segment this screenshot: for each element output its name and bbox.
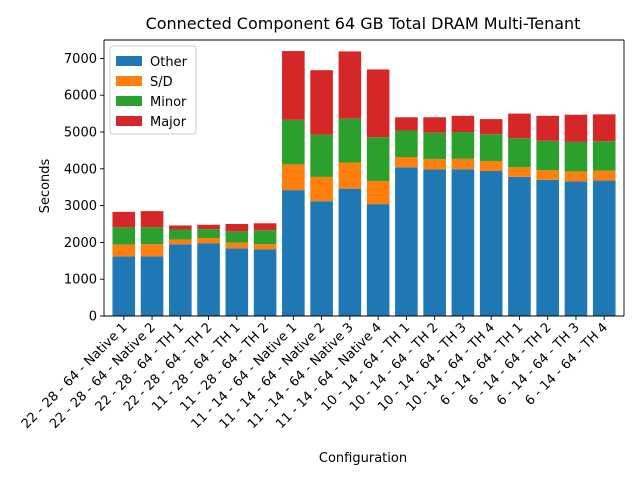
bar-minor-9: [366, 137, 390, 181]
bar-other-8: [338, 188, 362, 316]
bar-other-1: [140, 256, 164, 316]
bar-minor-14: [508, 138, 531, 168]
bar-major-15: [536, 115, 559, 141]
bar-major-6: [282, 51, 305, 120]
bar-minor-4: [225, 231, 249, 243]
bar-other-12: [451, 169, 475, 316]
bar-minor-10: [395, 130, 418, 158]
y-tick-label-6000: 6000: [64, 89, 97, 104]
legend-label-other: Other: [150, 55, 188, 70]
bar-minor-3: [197, 229, 220, 238]
bar-other-4: [225, 248, 249, 316]
bar-s-d-15: [536, 170, 559, 180]
bar-minor-6: [282, 119, 305, 165]
y-tick-label-5000: 5000: [64, 126, 97, 141]
bar-major-5: [253, 223, 277, 231]
bar-other-15: [536, 179, 559, 316]
y-tick-label-2000: 2000: [64, 236, 97, 251]
bar-major-16: [564, 114, 588, 142]
bar-s-d-2: [169, 239, 192, 245]
bar-s-d-6: [282, 164, 305, 191]
bar-s-d-0: [112, 244, 136, 257]
bar-minor-5: [253, 230, 277, 245]
bar-minor-15: [536, 140, 559, 171]
legend-label-s-d: S/D: [150, 75, 173, 90]
bar-major-9: [366, 69, 390, 138]
legend-swatch-other: [116, 56, 142, 66]
y-tick-label-0: 0: [89, 310, 97, 325]
bar-minor-1: [140, 227, 164, 245]
bar-major-3: [197, 224, 220, 230]
bar-major-17: [592, 114, 616, 142]
y-tick-label-4000: 4000: [64, 162, 97, 177]
bars-group: [112, 51, 616, 316]
bar-major-4: [225, 224, 249, 232]
bar-minor-11: [423, 132, 446, 160]
bar-other-9: [366, 204, 390, 316]
bar-other-5: [253, 249, 277, 316]
bar-other-17: [592, 180, 616, 316]
bar-s-d-10: [395, 157, 418, 168]
y-tick-label-3000: 3000: [64, 199, 97, 214]
bar-s-d-9: [366, 180, 390, 205]
bar-major-8: [338, 51, 362, 119]
bar-s-d-5: [253, 244, 277, 250]
bar-minor-7: [310, 134, 333, 177]
y-tick-label-7000: 7000: [64, 52, 97, 67]
y-axis-label: Seconds: [38, 158, 53, 213]
y-tick-label-1000: 1000: [64, 273, 97, 288]
bar-minor-0: [112, 227, 136, 245]
bar-s-d-7: [310, 176, 333, 202]
bar-other-11: [423, 169, 446, 316]
bar-minor-12: [451, 132, 475, 159]
bar-major-2: [169, 225, 192, 230]
bar-major-7: [310, 70, 333, 135]
bar-minor-17: [592, 141, 616, 171]
bar-major-14: [508, 113, 531, 139]
bar-other-16: [564, 181, 588, 316]
bar-major-10: [395, 117, 418, 131]
legend-label-minor: Minor: [150, 95, 187, 110]
bar-other-2: [169, 244, 192, 316]
legend-swatch-minor: [116, 96, 142, 106]
bar-other-10: [395, 167, 418, 316]
bar-other-14: [508, 176, 531, 316]
bar-major-13: [479, 119, 503, 135]
bar-major-0: [112, 211, 136, 228]
bar-s-d-11: [423, 159, 446, 170]
bar-other-7: [310, 201, 333, 316]
bar-s-d-16: [564, 171, 588, 182]
bar-major-1: [140, 211, 164, 228]
bar-minor-8: [338, 118, 362, 163]
bar-other-0: [112, 256, 136, 316]
bar-other-3: [197, 243, 220, 316]
bar-s-d-4: [225, 242, 249, 249]
bar-s-d-3: [197, 237, 220, 244]
bar-major-11: [423, 117, 446, 133]
bar-s-d-1: [140, 244, 164, 257]
bar-s-d-14: [508, 167, 531, 177]
bar-other-13: [479, 171, 503, 316]
bar-other-6: [282, 190, 305, 316]
bar-minor-13: [479, 134, 503, 162]
chart-title: Connected Component 64 GB Total DRAM Mul…: [146, 14, 581, 33]
bar-s-d-8: [338, 162, 362, 189]
bar-minor-16: [564, 141, 588, 172]
x-axis-label: Configuration: [319, 451, 407, 466]
legend-swatch-major: [116, 116, 142, 126]
legend: Other S/D Minor Major: [109, 45, 197, 135]
bar-major-12: [451, 115, 475, 132]
legend-label-major: Major: [150, 115, 187, 130]
bar-s-d-13: [479, 161, 503, 172]
bar-s-d-17: [592, 170, 616, 181]
legend-frame: [109, 45, 197, 135]
legend-swatch-s-d: [116, 76, 142, 86]
bar-s-d-12: [451, 158, 475, 170]
bar-minor-2: [169, 229, 192, 240]
